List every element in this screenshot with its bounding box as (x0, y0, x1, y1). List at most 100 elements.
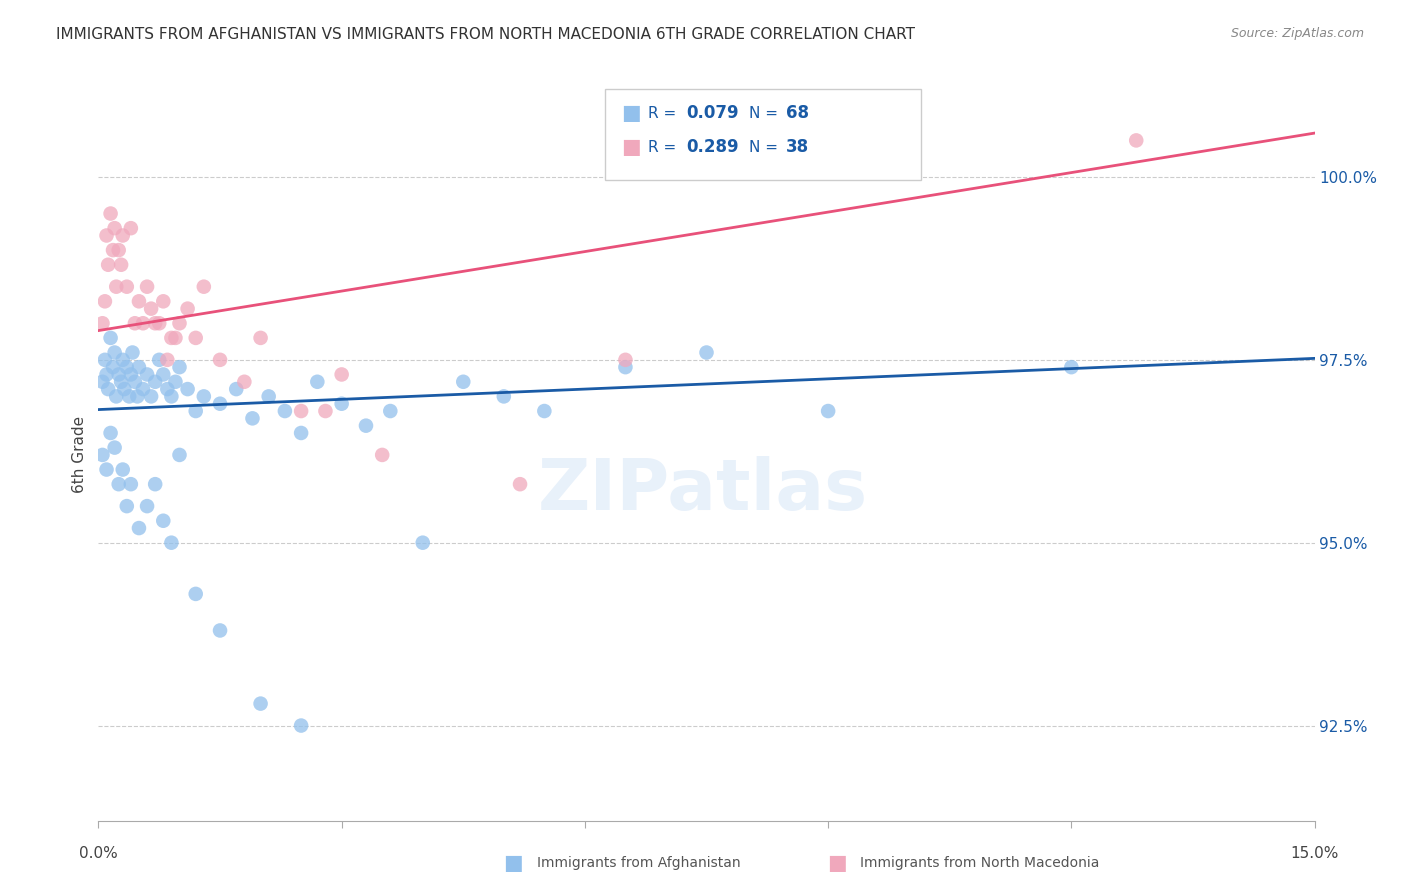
Text: N =: N = (749, 106, 783, 120)
Point (132, 382, 155, 396)
Point (111, 228, 134, 243)
Text: ZIPatlas: ZIPatlas (538, 456, 868, 525)
Point (111, 352, 134, 367)
Point (104, 345, 127, 359)
Point (143, 375, 166, 389)
Text: 15.0%: 15.0% (1291, 847, 1339, 862)
Point (176, 382, 198, 396)
Point (152, 294, 174, 309)
Text: 68: 68 (786, 104, 808, 122)
Text: Source: ZipAtlas.com: Source: ZipAtlas.com (1230, 27, 1364, 40)
Point (156, 352, 179, 367)
Point (96, 462, 118, 476)
Point (148, 352, 170, 367)
Point (139, 301, 162, 316)
Point (104, 441, 127, 455)
Point (111, 462, 134, 476)
Point (115, 360, 138, 375)
Point (184, 587, 207, 601)
Point (91, 448, 114, 462)
Point (160, 535, 183, 549)
Text: 38: 38 (786, 138, 808, 156)
Point (143, 316, 166, 330)
Point (110, 375, 132, 389)
Point (209, 397, 232, 411)
Point (1125, 133, 1147, 147)
Point (128, 521, 150, 535)
Point (115, 499, 138, 513)
Point (100, 206, 122, 220)
Text: ■: ■ (621, 137, 641, 157)
Point (120, 368, 142, 382)
Point (104, 221, 127, 235)
Point (152, 368, 174, 382)
Text: N =: N = (749, 140, 783, 154)
Text: R =: R = (648, 106, 682, 120)
Point (148, 316, 170, 330)
Point (257, 389, 280, 403)
Text: ■: ■ (503, 854, 523, 873)
Point (94, 352, 117, 367)
Point (290, 404, 312, 418)
Point (233, 375, 256, 389)
Point (139, 389, 162, 403)
Point (193, 389, 215, 403)
Point (128, 360, 150, 375)
Point (249, 331, 271, 345)
Point (156, 382, 179, 396)
Point (136, 368, 159, 382)
Point (91, 316, 114, 330)
Point (209, 624, 232, 638)
Point (115, 279, 138, 293)
Point (120, 477, 142, 491)
Point (242, 411, 264, 425)
Point (169, 360, 191, 375)
Text: Immigrants from Afghanistan: Immigrants from Afghanistan (537, 856, 741, 871)
Point (307, 375, 329, 389)
Point (380, 404, 402, 418)
Point (121, 345, 143, 359)
Point (371, 448, 394, 462)
Point (105, 389, 128, 403)
Point (124, 375, 146, 389)
Point (143, 477, 166, 491)
Point (209, 352, 232, 367)
Point (330, 368, 353, 382)
Point (314, 404, 336, 418)
Point (100, 331, 122, 345)
Point (184, 331, 207, 345)
Text: 0.289: 0.289 (686, 138, 738, 156)
Point (696, 345, 718, 359)
Point (412, 535, 434, 549)
Point (118, 389, 141, 403)
Point (152, 514, 174, 528)
Point (127, 389, 149, 403)
Point (453, 375, 475, 389)
Point (274, 404, 297, 418)
Point (136, 499, 159, 513)
Text: R =: R = (648, 140, 682, 154)
Text: IMMIGRANTS FROM AFGHANISTAN VS IMMIGRANTS FROM NORTH MACEDONIA 6TH GRADE CORRELA: IMMIGRANTS FROM AFGHANISTAN VS IMMIGRANT… (56, 27, 915, 42)
Point (101, 243, 124, 257)
Point (249, 697, 271, 711)
Point (128, 294, 150, 309)
Point (91, 375, 114, 389)
Point (160, 331, 183, 345)
Point (169, 316, 191, 330)
Y-axis label: 6th Grade: 6th Grade (72, 417, 87, 493)
Point (160, 389, 183, 403)
Point (165, 375, 187, 389)
Point (1060, 360, 1083, 375)
Point (184, 404, 207, 418)
Point (132, 316, 155, 330)
Point (110, 258, 132, 272)
Point (290, 425, 312, 440)
Point (107, 477, 129, 491)
Point (96, 368, 118, 382)
Point (614, 360, 637, 375)
Point (105, 279, 128, 293)
Point (97, 382, 120, 396)
Point (354, 418, 377, 433)
Point (120, 221, 142, 235)
Text: Immigrants from North Macedonia: Immigrants from North Macedonia (860, 856, 1099, 871)
